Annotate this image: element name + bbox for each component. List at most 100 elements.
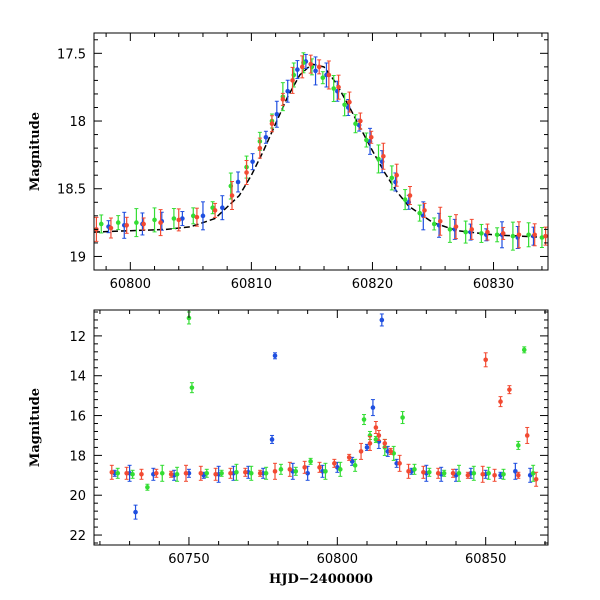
data-point xyxy=(141,217,146,231)
data-point xyxy=(190,207,196,225)
data-point xyxy=(394,163,399,187)
data-point xyxy=(533,471,539,487)
data-point xyxy=(115,215,121,231)
data-point xyxy=(389,165,395,191)
data-point xyxy=(263,466,269,480)
data-point xyxy=(347,91,352,113)
data-point xyxy=(139,468,144,480)
data-point xyxy=(450,468,456,478)
data-point xyxy=(427,467,432,477)
data-point xyxy=(220,195,225,221)
data-point xyxy=(486,466,491,480)
data-point xyxy=(299,55,305,79)
axes-frame xyxy=(93,309,549,546)
data-point xyxy=(331,75,337,103)
data-point xyxy=(109,464,115,480)
y-tick-label: 20 xyxy=(69,489,86,504)
y-tick-label: 22 xyxy=(69,529,86,544)
data-point xyxy=(480,465,486,483)
data-point xyxy=(171,208,177,230)
data-point xyxy=(513,462,518,480)
axes-frame xyxy=(93,32,549,271)
data-point xyxy=(376,429,382,441)
data-point xyxy=(305,465,310,481)
data-point xyxy=(500,226,506,240)
data-point xyxy=(269,115,275,133)
data-series-1 xyxy=(112,313,533,520)
data-point xyxy=(364,443,370,451)
data-point xyxy=(317,461,322,473)
data-point xyxy=(234,463,239,481)
data-point xyxy=(479,223,484,243)
data-point xyxy=(494,227,500,243)
data-point xyxy=(302,460,307,474)
data-point xyxy=(108,217,114,239)
data-point xyxy=(243,467,248,477)
data-point xyxy=(483,352,488,368)
data-point xyxy=(272,462,278,480)
data-point xyxy=(342,93,347,117)
data-point xyxy=(280,92,286,106)
data-point xyxy=(212,202,218,218)
data-point xyxy=(213,467,218,481)
data-point xyxy=(373,421,379,434)
data-point xyxy=(521,346,527,354)
data-point xyxy=(313,56,318,86)
data-point xyxy=(498,396,503,408)
data-point xyxy=(346,453,352,461)
data-point xyxy=(168,470,174,478)
data-point xyxy=(180,211,185,227)
data-point xyxy=(437,206,443,236)
data-point xyxy=(388,447,394,455)
data-point xyxy=(115,467,121,479)
data-point xyxy=(228,467,233,479)
data-point xyxy=(308,457,313,465)
y-axis-label: Magnitude xyxy=(28,112,43,191)
data-point xyxy=(219,469,224,477)
data-point xyxy=(447,215,453,243)
data-point xyxy=(257,137,263,159)
data-point xyxy=(229,181,235,211)
data-point xyxy=(159,464,165,482)
data-point xyxy=(431,217,437,231)
data-point xyxy=(98,214,104,234)
data-point xyxy=(376,144,381,174)
bottom-panel-full-light-curve: 60750 60800 60850 12 14 16 18 20 22 Magnitude HJD−… xyxy=(28,309,549,587)
x-tick-label: 60820 xyxy=(352,277,393,292)
data-point xyxy=(285,79,291,103)
data-point xyxy=(516,440,521,450)
data-point xyxy=(194,207,200,227)
data-point xyxy=(130,469,135,479)
data-point xyxy=(370,399,376,417)
data-point xyxy=(154,468,159,478)
data-point xyxy=(435,467,441,479)
data-point xyxy=(198,465,204,481)
data-point xyxy=(406,463,411,479)
x-tick-label: 60830 xyxy=(473,277,514,292)
y-tick-label: 18 xyxy=(69,449,86,464)
data-point xyxy=(358,112,363,130)
data-point xyxy=(323,462,328,480)
data-series-3 xyxy=(109,352,539,487)
data-point xyxy=(293,466,299,476)
data-point xyxy=(235,171,241,193)
data-point xyxy=(290,66,295,94)
plot-area xyxy=(94,52,548,251)
data-point xyxy=(516,471,521,479)
data-point xyxy=(320,71,326,85)
data-point xyxy=(471,465,477,481)
plot-area xyxy=(109,311,539,520)
data-point xyxy=(379,313,385,327)
data-point xyxy=(124,216,129,234)
data-point xyxy=(510,221,516,251)
data-series-3 xyxy=(94,54,548,249)
data-point xyxy=(364,132,369,148)
data-point xyxy=(200,201,206,231)
data-point xyxy=(176,208,182,232)
data-point xyxy=(278,463,284,475)
data-point xyxy=(134,208,139,238)
x-tick-label: 60850 xyxy=(465,552,506,567)
y-tick-label: 18.5 xyxy=(57,183,86,198)
data-point xyxy=(516,221,522,249)
data-point xyxy=(124,466,129,480)
